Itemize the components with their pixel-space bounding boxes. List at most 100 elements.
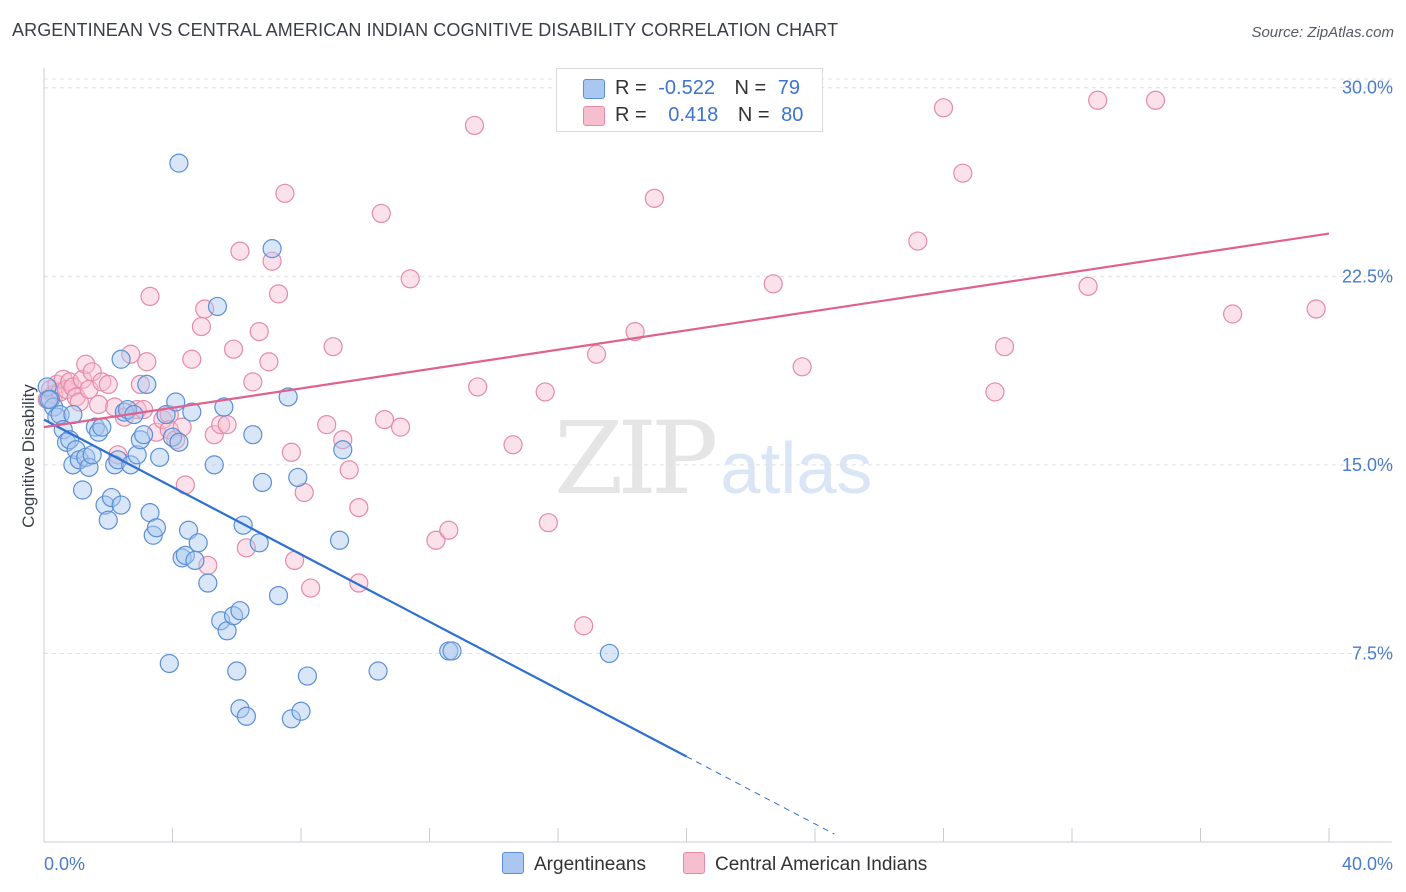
- data-point: [153, 410, 173, 430]
- data-point: [127, 445, 147, 465]
- data-point: [574, 616, 594, 636]
- trend-line-argentineans-extension: [686, 756, 835, 835]
- data-point: [1078, 276, 1098, 296]
- data-point: [223, 339, 244, 359]
- data-point: [1088, 90, 1108, 110]
- data-point: [297, 666, 318, 686]
- y-tick-label: 22.5%: [1342, 266, 1393, 286]
- bottom-legend-argentineans: Argentineans: [502, 852, 646, 876]
- bottom-legend-label: Central American Indians: [715, 854, 928, 875]
- data-point: [535, 382, 555, 402]
- legend-swatch-argentineans: [583, 79, 605, 99]
- data-point: [268, 284, 289, 304]
- data-point: [98, 510, 118, 530]
- data-point: [188, 533, 208, 553]
- axes: [43, 68, 1392, 843]
- legend-n-label: N =: [737, 104, 770, 126]
- data-point: [130, 430, 150, 450]
- data-point: [223, 606, 244, 626]
- data-point: [89, 394, 109, 415]
- legend-swatch-central-american-indians: [583, 106, 605, 126]
- data-point: [98, 374, 118, 394]
- data-point: [625, 322, 645, 342]
- data-point: [82, 362, 102, 382]
- data-point: [121, 344, 141, 364]
- data-point: [150, 447, 170, 467]
- data-point: [1223, 304, 1243, 324]
- data-point: [182, 402, 202, 422]
- data-point: [185, 550, 205, 571]
- data-point: [172, 417, 192, 437]
- data-point: [101, 487, 122, 508]
- bottom-legend-label: Argentineans: [534, 854, 646, 875]
- legend-n-value: 80: [781, 104, 804, 126]
- data-point: [349, 573, 369, 593]
- data-point: [439, 520, 459, 540]
- grid-lines: [44, 78, 1392, 654]
- data-point: [133, 399, 154, 420]
- data-point: [763, 274, 783, 294]
- data-point: [162, 427, 183, 447]
- data-point: [249, 533, 269, 553]
- data-point: [169, 153, 189, 173]
- data-point: [227, 661, 247, 681]
- data-point: [236, 706, 256, 726]
- data-point: [339, 460, 359, 480]
- data-point: [111, 495, 131, 515]
- data-point: [72, 369, 93, 389]
- source-label: Source: ZipAtlas.com: [1251, 24, 1394, 41]
- data-point: [323, 337, 343, 357]
- data-point: [95, 495, 115, 515]
- data-point: [175, 545, 195, 565]
- chart-title: ARGENTINEAN VS CENTRAL AMERICAN INDIAN C…: [12, 20, 839, 40]
- y-tick-label: 30.0%: [1342, 78, 1393, 98]
- data-point: [908, 231, 928, 251]
- data-point: [137, 374, 157, 394]
- data-point: [214, 397, 234, 417]
- data-point: [442, 641, 462, 661]
- data-point: [79, 457, 99, 477]
- data-point: [985, 382, 1005, 402]
- data-point: [538, 513, 558, 533]
- data-point: [85, 417, 106, 437]
- legend-r-value: -0.522: [658, 77, 715, 99]
- data-point: [39, 389, 59, 410]
- y-tick-label: 7.5%: [1352, 643, 1393, 663]
- data-point: [204, 455, 224, 475]
- data-point: [211, 611, 231, 631]
- data-point: [249, 322, 269, 342]
- data-point: [329, 530, 350, 550]
- y-tick-label: 15.0%: [1342, 455, 1393, 475]
- data-point: [599, 643, 620, 664]
- data-point: [56, 432, 77, 452]
- y-axis-title: Cognitive Disability: [19, 384, 38, 528]
- data-point: [464, 115, 485, 136]
- data-point: [236, 538, 256, 558]
- legend: R = -0.522 N = 79 R = 0.418 N = 80: [556, 68, 823, 132]
- data-point: [262, 239, 282, 259]
- legend-r-label: R =: [615, 77, 647, 99]
- x-tick-label: 0.0%: [44, 854, 85, 874]
- data-point: [1145, 90, 1166, 110]
- data-point: [301, 578, 321, 598]
- legend-n-label: N =: [734, 77, 767, 99]
- data-point: [72, 480, 93, 500]
- bottom-legend-swatch-central-american-indians: [683, 852, 705, 874]
- data-point: [368, 661, 388, 681]
- data-point: [217, 415, 237, 435]
- data-point: [169, 432, 189, 452]
- data-point: [994, 337, 1015, 357]
- series-central-american-indians: [37, 90, 1326, 636]
- data-point: [426, 530, 446, 550]
- data-point: [333, 440, 353, 460]
- data-point: [243, 425, 263, 445]
- data-point: [204, 425, 224, 445]
- trend-lines: [43, 232, 1330, 835]
- trend-line-argentineans: [43, 418, 688, 758]
- bottom-legend-central-american-indians: Central American Indians: [683, 852, 927, 876]
- legend-r-value: 0.418: [668, 104, 719, 126]
- data-point: [644, 188, 664, 208]
- data-point: [252, 472, 273, 493]
- data-point: [291, 701, 311, 721]
- data-point: [111, 349, 131, 369]
